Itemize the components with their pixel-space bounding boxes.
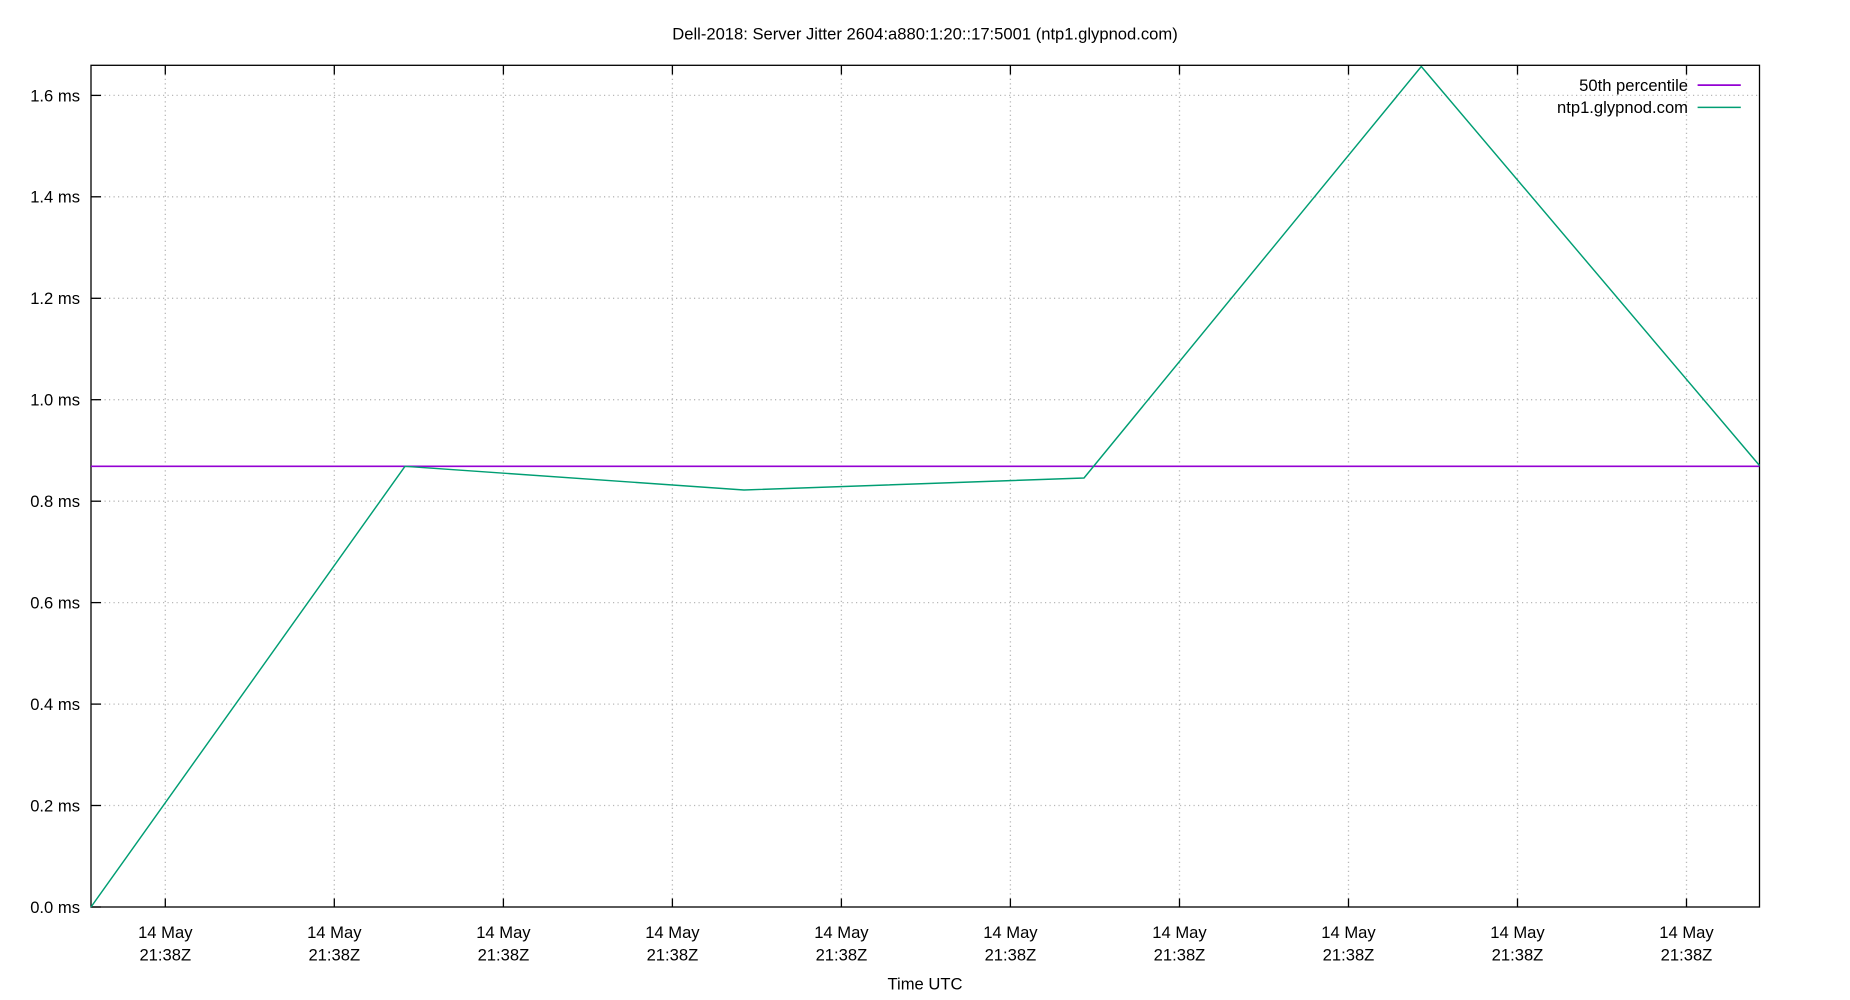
svg-text:21:38Z: 21:38Z [478, 945, 530, 964]
svg-text:21:38Z: 21:38Z [647, 945, 699, 964]
svg-text:1.2 ms: 1.2 ms [30, 289, 80, 308]
svg-text:Dell-2018: Server Jitter 2604:: Dell-2018: Server Jitter 2604:a880:1:20:… [672, 25, 1178, 44]
svg-text:21:38Z: 21:38Z [1661, 945, 1713, 964]
svg-text:21:38Z: 21:38Z [1323, 945, 1375, 964]
svg-text:1.4 ms: 1.4 ms [30, 188, 80, 207]
svg-text:14 May: 14 May [814, 923, 869, 942]
svg-text:14 May: 14 May [645, 923, 700, 942]
svg-text:21:38Z: 21:38Z [985, 945, 1037, 964]
svg-text:1.6 ms: 1.6 ms [30, 86, 80, 105]
svg-text:14 May: 14 May [476, 923, 531, 942]
svg-text:0.4 ms: 0.4 ms [30, 695, 80, 714]
svg-text:0.6 ms: 0.6 ms [30, 594, 80, 613]
svg-text:14 May: 14 May [138, 923, 193, 942]
svg-text:50th percentile: 50th percentile [1579, 76, 1688, 95]
svg-text:14 May: 14 May [983, 923, 1038, 942]
svg-text:14 May: 14 May [1321, 923, 1376, 942]
svg-text:ntp1.glypnod.com: ntp1.glypnod.com [1557, 98, 1688, 117]
svg-text:14 May: 14 May [1490, 923, 1545, 942]
svg-text:0.8 ms: 0.8 ms [30, 492, 80, 511]
svg-text:14 May: 14 May [1152, 923, 1207, 942]
svg-text:0.0 ms: 0.0 ms [30, 898, 80, 917]
svg-text:21:38Z: 21:38Z [1492, 945, 1544, 964]
svg-text:14 May: 14 May [1659, 923, 1714, 942]
svg-text:14 May: 14 May [307, 923, 362, 942]
svg-text:1.0 ms: 1.0 ms [30, 391, 80, 410]
svg-text:21:38Z: 21:38Z [308, 945, 360, 964]
svg-text:Time UTC: Time UTC [888, 975, 963, 994]
svg-text:21:38Z: 21:38Z [816, 945, 868, 964]
svg-text:21:38Z: 21:38Z [139, 945, 191, 964]
svg-text:21:38Z: 21:38Z [1154, 945, 1206, 964]
svg-text:0.2 ms: 0.2 ms [30, 796, 80, 815]
